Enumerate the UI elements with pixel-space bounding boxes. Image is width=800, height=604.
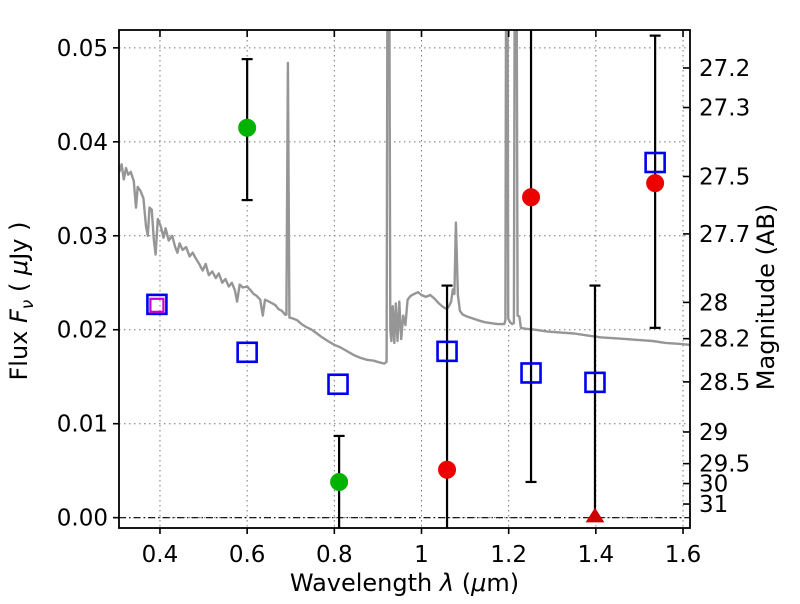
y-tick-label-magnitude: 28 [699, 290, 728, 316]
y-tick-label-flux: 0.01 [57, 412, 108, 438]
x-tick-label: 1.6 [665, 542, 702, 568]
y-tick-label-magnitude: 28.5 [699, 370, 750, 396]
green-filled-circles-marker [330, 472, 349, 491]
blue-open-squares-marker [146, 293, 168, 316]
x-tick-label: 0.6 [229, 542, 266, 568]
red-filled-circles-marker [646, 174, 665, 193]
y-tick-label-magnitude: 29 [699, 420, 728, 446]
x-label-unit-close: m) [486, 569, 519, 597]
blue-open-squares-marker [327, 373, 349, 396]
y-tick-label-magnitude: 27.3 [699, 96, 750, 122]
y-label-mu: μ [5, 260, 33, 276]
x-tick-label: 0.4 [142, 542, 179, 568]
y-label-unit-open: ( [5, 275, 33, 300]
y-tick-label-magnitude: 27.2 [699, 56, 750, 82]
red-filled-circles-marker [522, 188, 541, 207]
x-tick-label: 1 [414, 542, 429, 568]
red-filled-circles-marker [438, 460, 457, 479]
x-tick-label: 0.8 [316, 542, 353, 568]
y-tick-label-magnitude: 28.2 [699, 327, 750, 353]
blue-open-squares-marker [520, 362, 542, 384]
blue-open-squares-marker [236, 341, 258, 364]
y-tick-label-flux: 0.03 [57, 224, 108, 250]
green-filled-circles-marker [238, 118, 257, 137]
x-label-prefix: Wavelength [290, 569, 440, 597]
red-filled-circles-error-bar [441, 284, 453, 528]
magenta-open-square-marker [149, 297, 165, 313]
blue-open-squares-marker [436, 340, 458, 363]
blue-open-squares-marker [584, 371, 606, 394]
y-tick-label-magnitude: 30 [699, 472, 728, 498]
red-upper-limit-triangle-error-bar [589, 284, 601, 516]
red-upper-limit-triangle-marker [585, 507, 605, 523]
blue-open-squares-marker [644, 151, 666, 174]
y-tick-label-flux: 0.02 [57, 318, 108, 344]
y-axis-label-left: Flux Fν ( μJy ) [5, 221, 38, 380]
x-label-symbol: λ [438, 569, 454, 597]
x-tick-label: 1.4 [578, 542, 615, 568]
x-tick-label: 1.2 [490, 542, 527, 568]
y-label-unit-close: Jy ) [5, 221, 33, 261]
plot-inner [119, 30, 690, 528]
y-label-symbol: F [5, 308, 33, 323]
y-tick-label-magnitude: 31 [699, 492, 728, 518]
model-galaxy-spectrum [119, 30, 690, 365]
y-tick-label-flux: 0.05 [57, 36, 108, 62]
x-axis-label: Wavelength λ (μm) [290, 569, 519, 597]
y-tick-label-flux: 0.04 [57, 130, 108, 156]
y-tick-label-magnitude: 27.5 [699, 164, 750, 190]
y-label-subscript: ν [18, 299, 38, 309]
x-label-mu: μ [470, 569, 486, 597]
y-tick-label-flux: 0.00 [57, 506, 108, 532]
y-axis-label-right: Magnitude (AB) [752, 204, 780, 390]
y-tick-label-magnitude: 29.5 [699, 452, 750, 478]
red-filled-circles-error-bar [525, 30, 537, 484]
x-label-unit-open: ( [454, 569, 471, 597]
axes-spines [118, 29, 691, 529]
y-label-prefix: Flux [5, 323, 33, 381]
y-tick-label-magnitude: 27.7 [699, 222, 750, 248]
